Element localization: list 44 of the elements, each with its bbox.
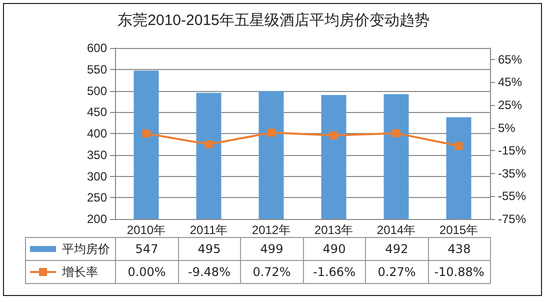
y2-tick-label: -15% bbox=[498, 144, 526, 158]
data-label: 492 bbox=[365, 237, 428, 261]
x-tick-label: 2012年 bbox=[252, 223, 291, 237]
point bbox=[204, 140, 213, 148]
y-tick-label: 350 bbox=[86, 148, 108, 162]
point bbox=[392, 129, 400, 138]
chart-title: 东莞2010-2015年五星级酒店平均房价变动趋势 bbox=[118, 12, 430, 29]
data-label: 0.00% bbox=[115, 260, 178, 284]
y2-tick-label: 25% bbox=[498, 98, 522, 112]
y-tick-label: 300 bbox=[86, 169, 108, 184]
y-tick-label: 500 bbox=[86, 84, 108, 98]
data-label: 438 bbox=[428, 237, 491, 261]
x-tick-label: 2011年 bbox=[190, 223, 228, 237]
legend-label: 增长率 bbox=[62, 264, 98, 280]
y-tick-label: 550 bbox=[86, 62, 108, 76]
y-tick-label: 450 bbox=[86, 105, 108, 120]
legend-label: 平均房价 bbox=[62, 240, 110, 258]
data-label: -1.66% bbox=[302, 260, 366, 284]
y2-tick-label: -35% bbox=[498, 166, 526, 180]
data-label: 0.72% bbox=[240, 260, 304, 284]
x-tick-label: 2013年 bbox=[314, 223, 354, 237]
y2-tick-label: 5% bbox=[498, 120, 516, 135]
point bbox=[454, 142, 463, 150]
data-label: 0.27% bbox=[365, 260, 428, 284]
y2-tick-label: -55% bbox=[498, 189, 526, 204]
y-tick-label: 250 bbox=[86, 190, 108, 205]
data-label: 547 bbox=[115, 237, 178, 261]
y-tick-label: 600 bbox=[86, 41, 108, 55]
y-tick-label: 400 bbox=[86, 126, 108, 140]
data-label: 490 bbox=[302, 237, 366, 261]
x-tick-label: 2014年 bbox=[376, 223, 416, 237]
data-label: -10.88% bbox=[428, 260, 491, 284]
data-label: 495 bbox=[178, 237, 241, 261]
data-label: 499 bbox=[240, 237, 304, 261]
point bbox=[330, 131, 338, 140]
y2-tick-label: 45% bbox=[498, 75, 522, 90]
x-tick-label: 2015年 bbox=[439, 223, 478, 237]
y-tick-label: 200 bbox=[86, 212, 108, 226]
y2-tick-label: -75% bbox=[498, 212, 526, 226]
data-label: -9.48% bbox=[178, 260, 241, 284]
point bbox=[267, 128, 276, 137]
y2-tick-label: 65% bbox=[498, 52, 522, 66]
x-tick-label: 2010年 bbox=[126, 223, 166, 237]
point bbox=[142, 130, 150, 138]
